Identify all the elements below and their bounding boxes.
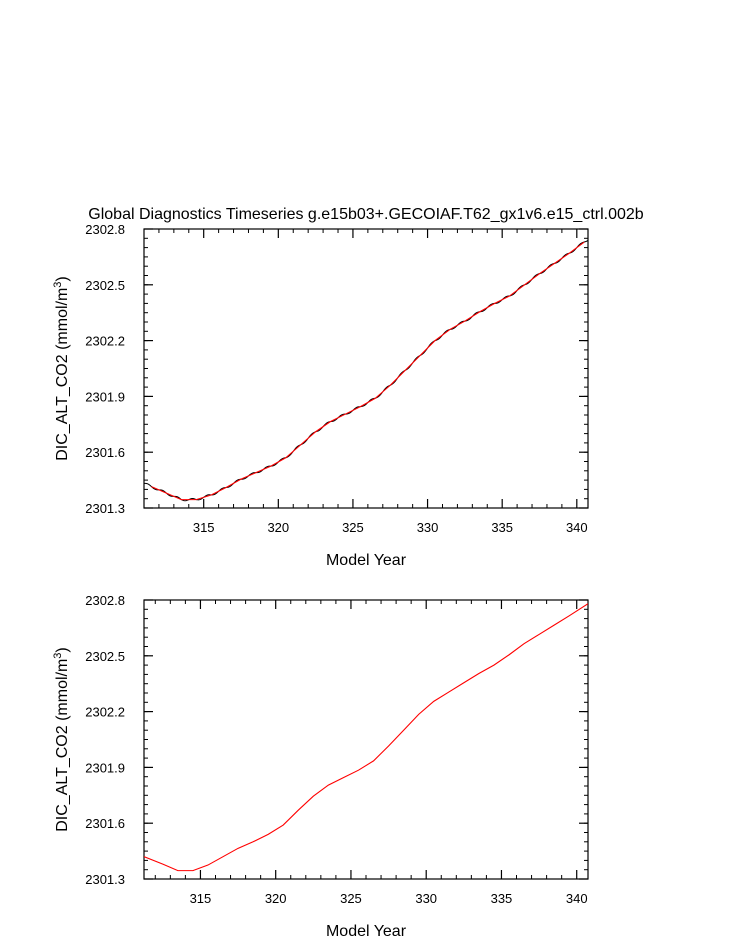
y-axis-label: DIC_ALT_CO2 (mmol/m3) bbox=[52, 276, 71, 461]
x-tick-label: 340 bbox=[566, 520, 588, 535]
y-tick-label: 2302.8 bbox=[85, 222, 125, 237]
chart-panel-1: 315 320 325 330 335 340 2301.3 2301.6 2301.9 2302… bbox=[52, 222, 589, 569]
x-tick-label: 340 bbox=[566, 891, 588, 906]
y-tick-label: 2301.9 bbox=[85, 389, 125, 404]
y-axis-label: DIC_ALT_CO2 (mmol/m3) bbox=[52, 647, 71, 832]
x-tick-label: 315 bbox=[190, 891, 212, 906]
y-tick-label: 2301.3 bbox=[85, 872, 125, 887]
plot-frame bbox=[143, 599, 589, 880]
x-tick-label: 325 bbox=[342, 520, 364, 535]
x-tick-label: 315 bbox=[193, 520, 215, 535]
series-line-annual-mean bbox=[144, 603, 588, 872]
x-tick-label: 330 bbox=[415, 891, 437, 906]
series-line-annual-mean bbox=[151, 241, 585, 501]
y-tick-label: 2301.3 bbox=[85, 501, 125, 516]
y-tick-label: 2302.5 bbox=[85, 278, 125, 293]
x-tick-label: 325 bbox=[340, 891, 362, 906]
y-tick-label: 2302.8 bbox=[85, 593, 125, 608]
y-tick-label: 2301.6 bbox=[85, 816, 125, 831]
chart-panel-2: 315 320 325 330 335 340 2301.3 2301.6 2301.9 2302… bbox=[52, 593, 589, 940]
x-tick-label: 335 bbox=[491, 520, 513, 535]
series-line-monthly bbox=[144, 239, 588, 502]
y-tick-label: 2302.2 bbox=[85, 334, 125, 349]
x-axis-label: Model Year bbox=[326, 552, 407, 569]
plot-frame bbox=[143, 228, 589, 509]
y-tick-label: 2301.6 bbox=[85, 445, 125, 460]
x-axis-label: Model Year bbox=[326, 923, 407, 940]
x-tick-label: 335 bbox=[491, 891, 513, 906]
y-tick-label: 2301.9 bbox=[85, 760, 125, 775]
x-tick-label: 320 bbox=[265, 891, 287, 906]
x-tick-label: 320 bbox=[267, 520, 289, 535]
chart-title: Global Diagnostics Timeseries g.e15b03+.… bbox=[88, 206, 644, 223]
y-tick-label: 2302.2 bbox=[85, 705, 125, 720]
x-tick-label: 330 bbox=[417, 520, 439, 535]
y-tick-label: 2302.5 bbox=[85, 649, 125, 664]
